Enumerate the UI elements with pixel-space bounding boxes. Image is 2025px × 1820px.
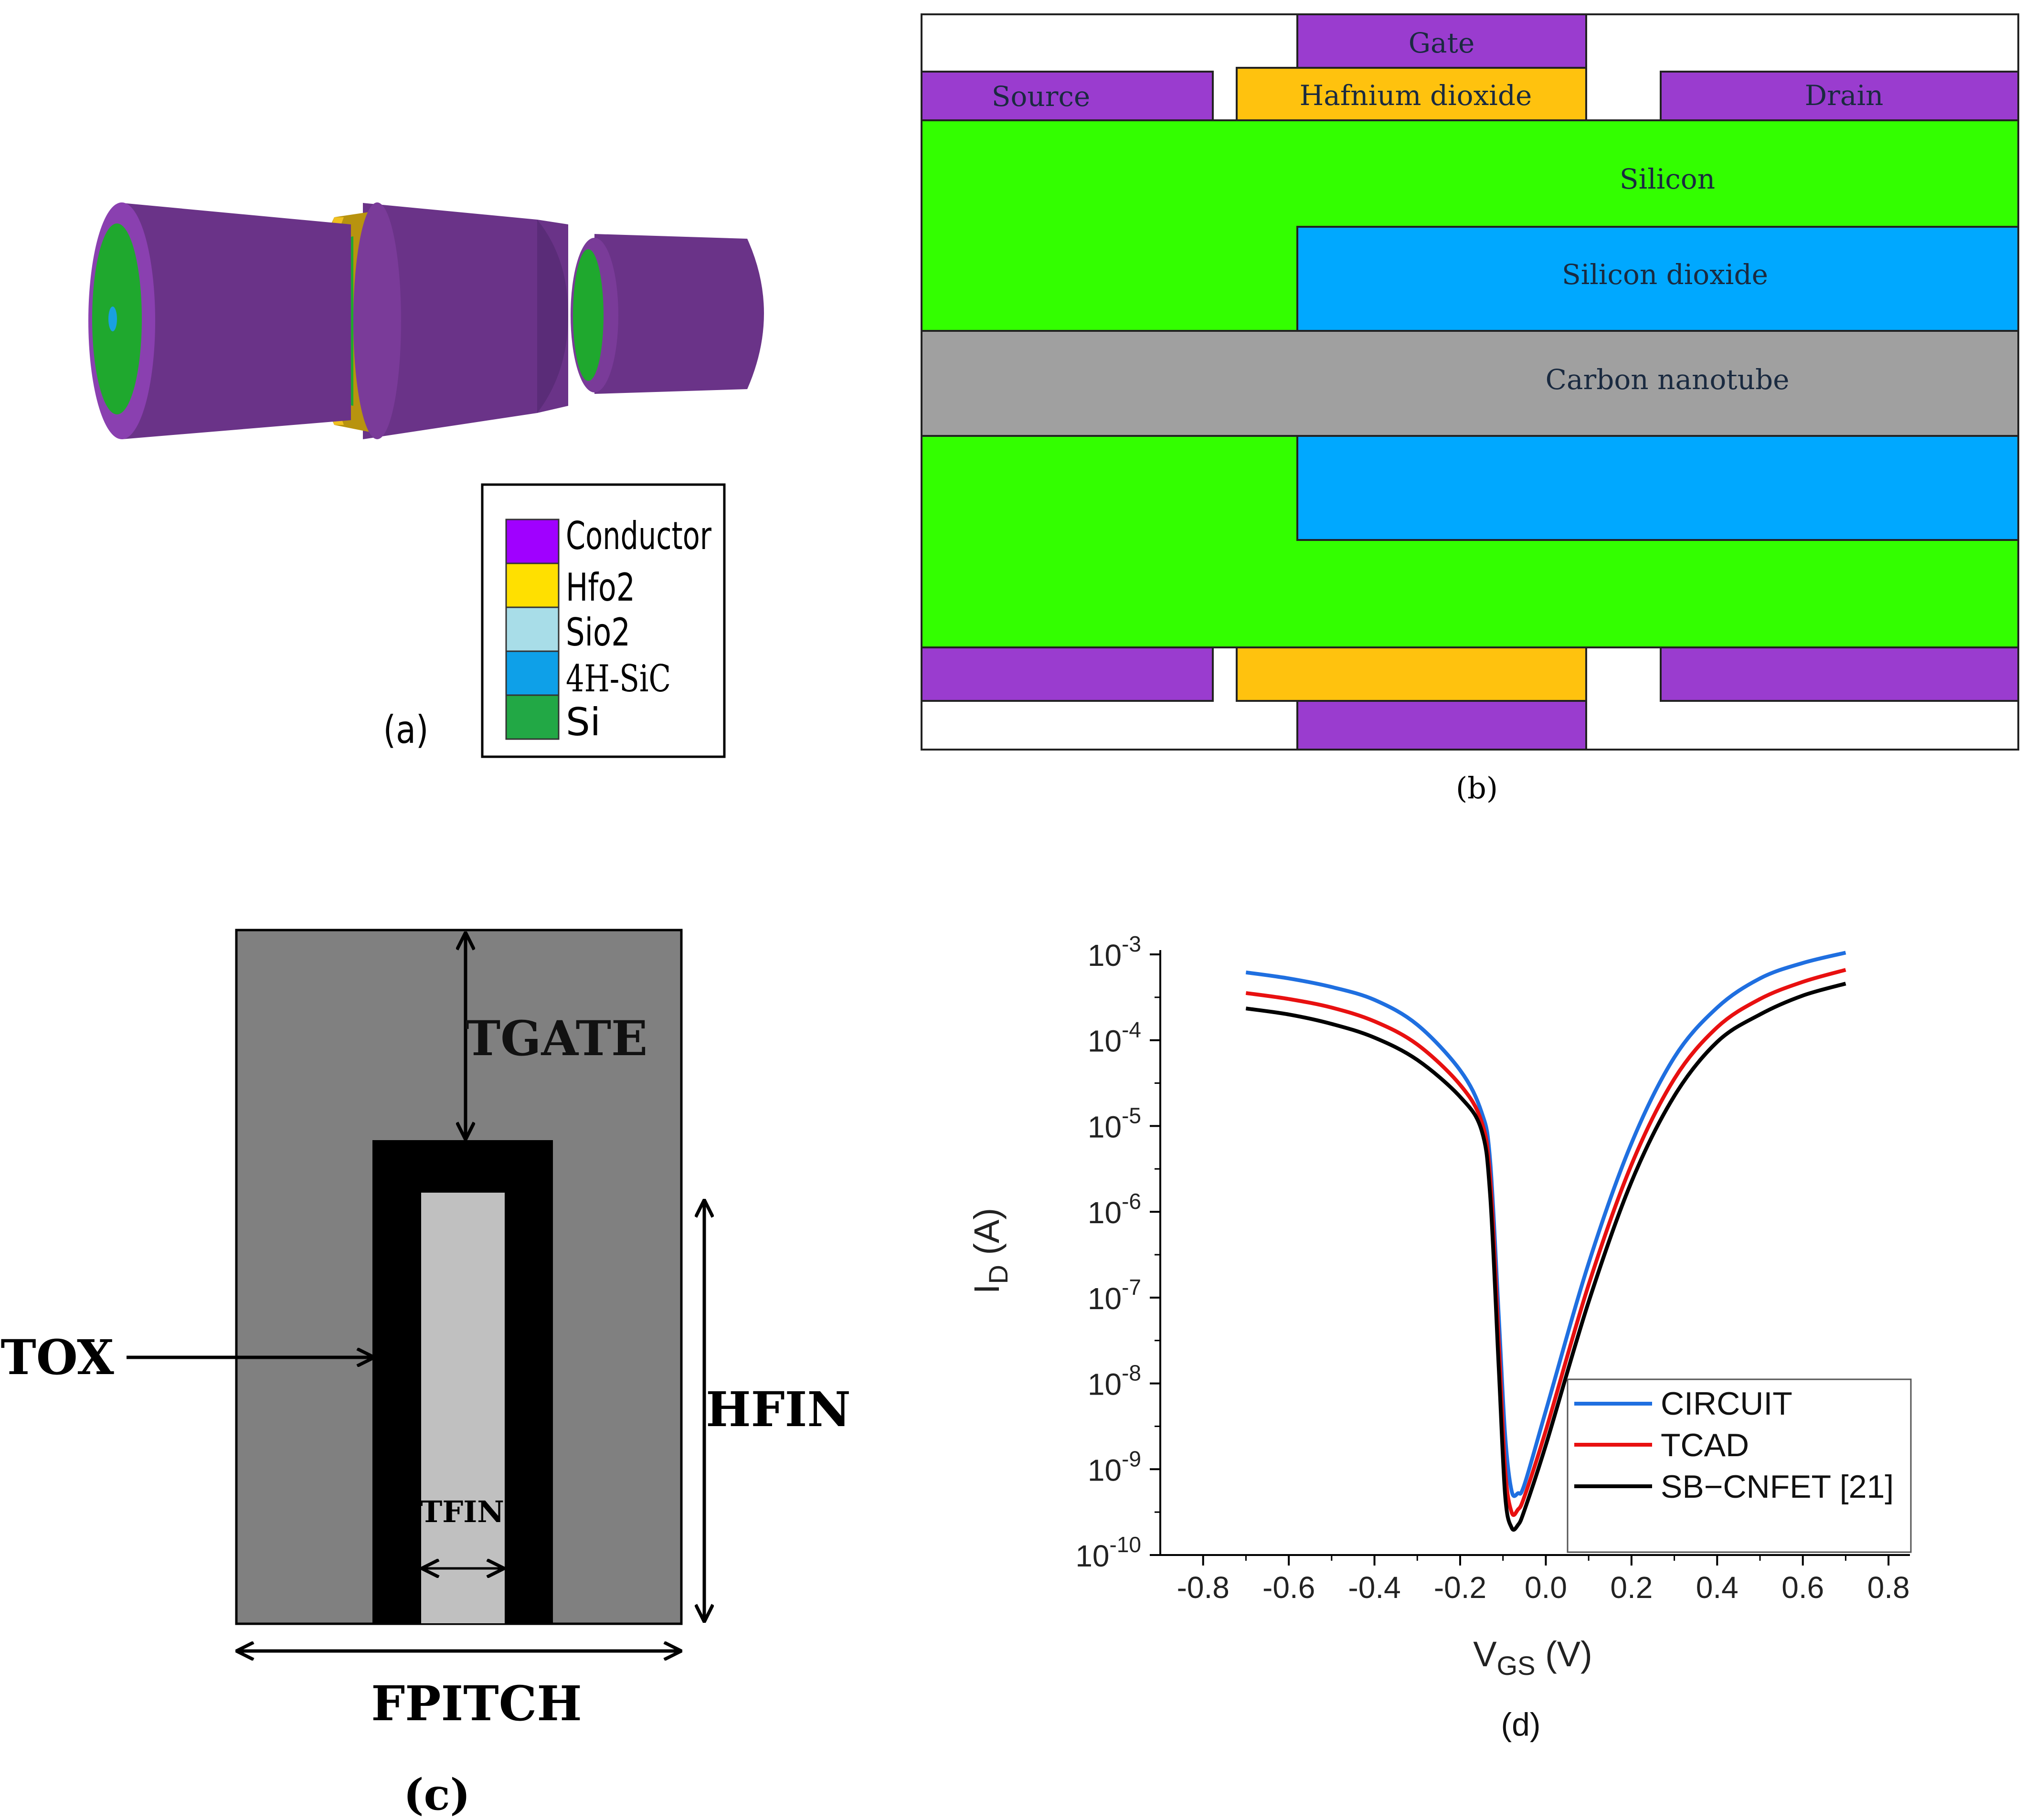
middle-conductor-segment (363, 203, 568, 439)
panel-a: Conductor Hfo2 Sio2 4H-SiC Si (a) (88, 202, 764, 758)
series-group (1245, 951, 1846, 1532)
tfin-label: TFIN (420, 1494, 504, 1529)
legend-label-si: Si (566, 700, 601, 744)
legend-label-sio2: Sio2 (566, 610, 630, 655)
legend-swatch-si (505, 694, 560, 740)
y-tick-label: 10-9 (1088, 1446, 1141, 1487)
y-tick-label: 10-7 (1088, 1275, 1141, 1316)
legend-label-conductor: Conductor (566, 514, 711, 558)
y-tick-label: 10-10 (1075, 1532, 1141, 1573)
panel-d: 10-310-410-510-610-710-810-910-10 -0.8 -0… (967, 931, 1912, 1743)
series-line-0 (1245, 951, 1846, 1498)
source-contact (922, 72, 1213, 120)
y-tick-group: 10-3 10-4 10-5 10-6 10-7 10-8 10-9 10-10 (1075, 931, 1160, 1573)
panel-c: TGATE TOX HFIN TFIN FPITCH (c) (0, 929, 851, 1820)
label-hafnium-dioxide: Hafnium dioxide (1300, 79, 1532, 112)
x-tick-label: 0.4 (1696, 1570, 1739, 1605)
x-tick-label: -0.8 (1177, 1570, 1230, 1605)
top-sio2 (1297, 227, 2018, 331)
label-source: Source (992, 80, 1091, 113)
material-legend: Conductor Hfo2 Sio2 4H-SiC Si (481, 483, 726, 758)
legend-swatch-conductor (505, 518, 560, 564)
cylinder-render (88, 202, 764, 439)
legend-swatch-hfo2 (505, 562, 560, 608)
x-tick-label: -0.2 (1434, 1570, 1486, 1605)
legend-label-circuit: CIRCUIT (1661, 1386, 1792, 1422)
x-tick-label: 0.0 (1525, 1570, 1567, 1605)
bottom-sio2 (1297, 436, 2018, 540)
chart-axes (1159, 950, 1910, 1556)
left-conductor-segment (122, 203, 351, 439)
drain-contact (1661, 72, 2018, 120)
y-axis-title: ID (A) (967, 1208, 1013, 1294)
bottom-hfo2 (1237, 647, 1586, 701)
y-tick-label: 10-3 (1088, 931, 1141, 973)
y-tick-label: 10-5 (1088, 1103, 1141, 1144)
middle-conductor-cap (353, 202, 401, 439)
hfin-label: HFIN (706, 1381, 851, 1438)
label-drain: Drain (1805, 79, 1884, 112)
panel-b-label: (b) (1456, 771, 1498, 805)
tox-label: TOX (0, 1329, 114, 1386)
label-carbon-nanotube: Carbon nanotube (1546, 363, 1790, 396)
chart-legend: CIRCUIT TCAD SB−CNFET [21] (1567, 1378, 1912, 1553)
x-tick-label: 0.6 (1781, 1570, 1824, 1605)
legend-label-hfo2: Hfo2 (566, 565, 635, 610)
bottom-gate (1297, 701, 1586, 750)
legend-label-sb-cnfet: SB−CNFET [21] (1661, 1469, 1894, 1505)
panel-c-label: (c) (403, 1769, 470, 1820)
y-tick-label: 10-4 (1088, 1017, 1141, 1058)
x-axis-title: VGS (V) (1473, 1634, 1592, 1681)
x-tick-label: 0.2 (1610, 1570, 1653, 1605)
x-tick-label: 0.8 (1867, 1570, 1910, 1605)
y-tick-label: 10-6 (1088, 1189, 1141, 1230)
bottom-source-contact (922, 647, 1213, 701)
series-line-1 (1245, 968, 1846, 1517)
panel-a-label: (a) (383, 708, 429, 752)
legend-label-4h-sic: 4H-SiC (566, 657, 671, 700)
label-gate: Gate (1409, 27, 1475, 59)
fpitch-label: FPITCH (371, 1675, 582, 1732)
top-gate (1297, 14, 1586, 68)
panel-d-label: (d) (1501, 1706, 1540, 1743)
y-tick-label: 10-8 (1088, 1361, 1141, 1402)
legend-box (1567, 1378, 1912, 1553)
x-tick-group: -0.8 -0.6 -0.4 -0.2 0.0 0.2 0.4 0.6 0.8 (1177, 1555, 1910, 1605)
top-hfo2 (1237, 68, 1586, 120)
x-tick-label: -0.6 (1262, 1570, 1315, 1605)
bottom-drain-contact (1661, 647, 2018, 701)
tgate-label: TGATE (465, 1010, 648, 1067)
x-tick-label: -0.4 (1348, 1570, 1400, 1605)
legend-swatch-4h-sic (505, 650, 560, 696)
legend-label-tcad: TCAD (1661, 1427, 1749, 1463)
left-sic-core (108, 307, 117, 331)
series-line-2 (1245, 982, 1846, 1532)
right-conductor-segment (594, 234, 764, 394)
panel-b: Gate Source Hafnium dioxide Drain Silico… (921, 13, 2019, 805)
fin-region (421, 1193, 505, 1623)
label-silicon-dioxide: Silicon dioxide (1562, 258, 1768, 291)
legend-swatch-sio2 (505, 606, 560, 652)
label-silicon: Silicon (1620, 163, 1715, 195)
carbon-nanotube (922, 331, 2018, 436)
